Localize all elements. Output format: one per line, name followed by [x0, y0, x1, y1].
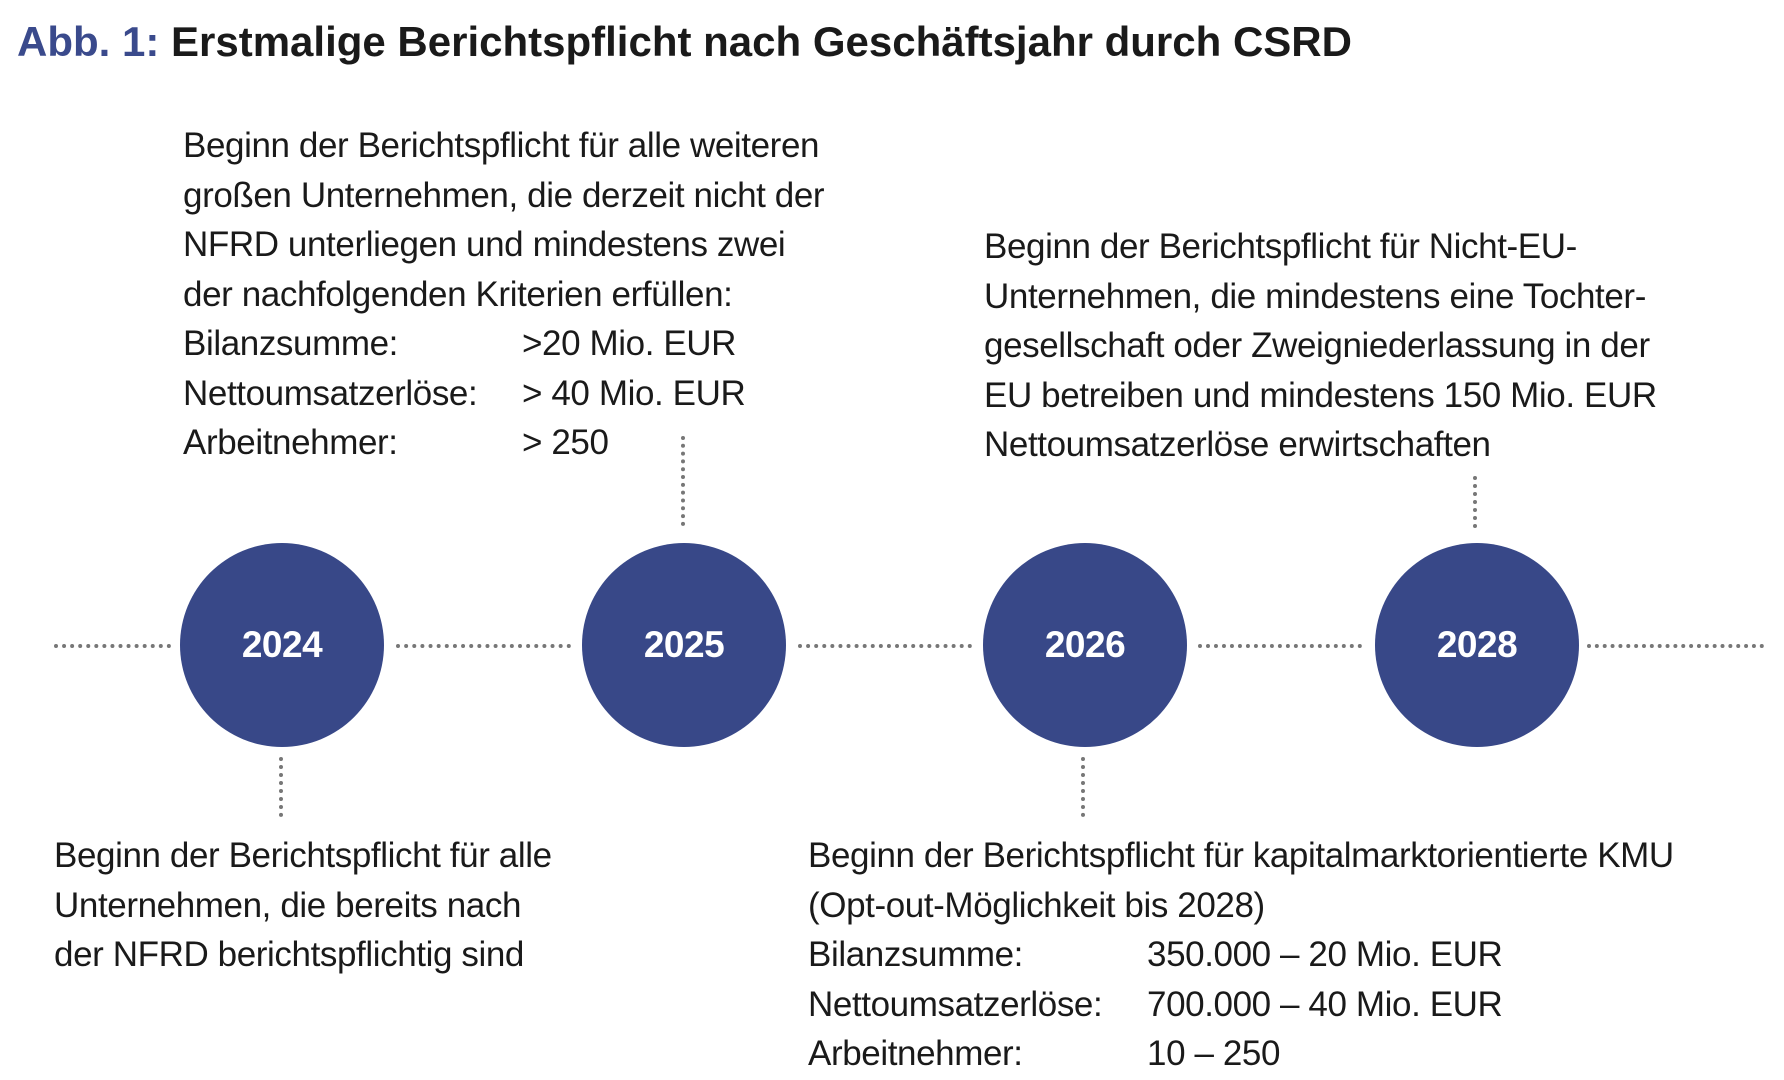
criteria-row: Nettoumsatzerlöse: 700.000 – 40 Mio. EUR — [808, 980, 1674, 1030]
criteria-value: > 250 — [522, 423, 609, 462]
connector-2028 — [1473, 476, 1477, 528]
year-label: 2024 — [241, 624, 323, 665]
event-line: Unternehmen, die mindestens eine Tochter… — [984, 276, 1646, 316]
year-node-2026: 2026 — [983, 543, 1187, 747]
criteria-label: Nettoumsatzerlöse: — [808, 984, 1103, 1024]
year-label: 2026 — [1044, 624, 1126, 665]
event-line: gesellschaft oder Zweigniederlassung in … — [984, 326, 1650, 365]
connector-2025 — [681, 436, 685, 526]
criteria-label: Arbeitnehmer: — [808, 1034, 1023, 1073]
year-node-2024: 2024 — [180, 543, 384, 747]
criteria-value: >20 Mio. EUR — [522, 324, 737, 363]
event-line: EU betreiben und mindestens 150 Mio. EUR — [984, 375, 1657, 415]
criteria-row: Arbeitnehmer: 10 – 250 — [808, 1029, 1674, 1079]
timeline-segment-2026-2028 — [1198, 644, 1362, 648]
criteria-label: Bilanzsumme: — [808, 935, 1023, 974]
connector-2026 — [1081, 757, 1085, 817]
figure-label: Abb. 1: — [17, 18, 160, 65]
event-line: Beginn der Berichtspflicht für kapitalma… — [808, 836, 1674, 875]
year-label: 2028 — [1436, 624, 1518, 665]
timeline-segment-start — [54, 644, 171, 648]
event-line: großen Unternehmen, die derzeit nicht de… — [183, 175, 825, 215]
event-line: (Opt-out-Möglichkeit bis 2028) — [808, 885, 1265, 925]
timeline-segment-2024-2025 — [396, 644, 571, 648]
event-line: Unternehmen, die bereits nach — [54, 885, 522, 925]
event-line: Nettoumsatzerlöse erwirtschaften — [984, 425, 1491, 464]
criteria-value: 700.000 – 40 Mio. EUR — [1147, 984, 1503, 1024]
event-line: Beginn der Berichtspflicht für alle — [54, 836, 552, 875]
event-2028-text: Beginn der Berichtspflicht für Nicht-EU-… — [984, 222, 1657, 470]
criteria-value: > 40 Mio. EUR — [522, 373, 746, 413]
criteria-row: Bilanzsumme: 350.000 – 20 Mio. EUR — [808, 930, 1674, 980]
event-2025-text: Beginn der Berichtspflicht für alle weit… — [183, 121, 825, 468]
event-line: NFRD unterliegen und mindestens zwei — [183, 225, 786, 264]
year-node-2025: 2025 — [582, 543, 786, 747]
criteria-row: Arbeitnehmer: > 250 — [183, 418, 824, 468]
timeline-segment-2025-2026 — [798, 644, 972, 648]
year-label: 2025 — [643, 624, 725, 665]
criteria-label: Nettoumsatzerlöse: — [183, 373, 478, 413]
event-2026-text: Beginn der Berichtspflicht für kapitalma… — [808, 831, 1674, 1079]
year-node-2028: 2028 — [1375, 543, 1579, 747]
criteria-label: Arbeitnehmer: — [183, 423, 398, 462]
criteria-value: 10 – 250 — [1147, 1034, 1281, 1073]
criteria-row: Bilanzsumme: >20 Mio. EUR — [183, 319, 824, 369]
event-line: der NFRD berichtspflichtig sind — [54, 935, 524, 974]
event-line: Beginn der Berichtspflicht für Nicht-EU- — [984, 227, 1577, 266]
connector-2024 — [279, 757, 283, 817]
criteria-row: Nettoumsatzerlöse: > 40 Mio. EUR — [183, 369, 824, 419]
criteria-value: 350.000 – 20 Mio. EUR — [1147, 935, 1503, 974]
event-line: der nachfolgenden Kriterien erfüllen: — [183, 274, 733, 314]
figure-title-text: Erstmalige Berichtspflicht nach Geschäft… — [171, 18, 1352, 65]
figure-title: Abb. 1: Erstmalige Berichtspflicht nach … — [17, 14, 1352, 70]
event-2024-text: Beginn der Berichtspflicht für alle Unte… — [54, 831, 552, 980]
timeline-segment-end — [1587, 644, 1764, 648]
event-line: Beginn der Berichtspflicht für alle weit… — [183, 126, 820, 165]
criteria-label: Bilanzsumme: — [183, 324, 398, 363]
